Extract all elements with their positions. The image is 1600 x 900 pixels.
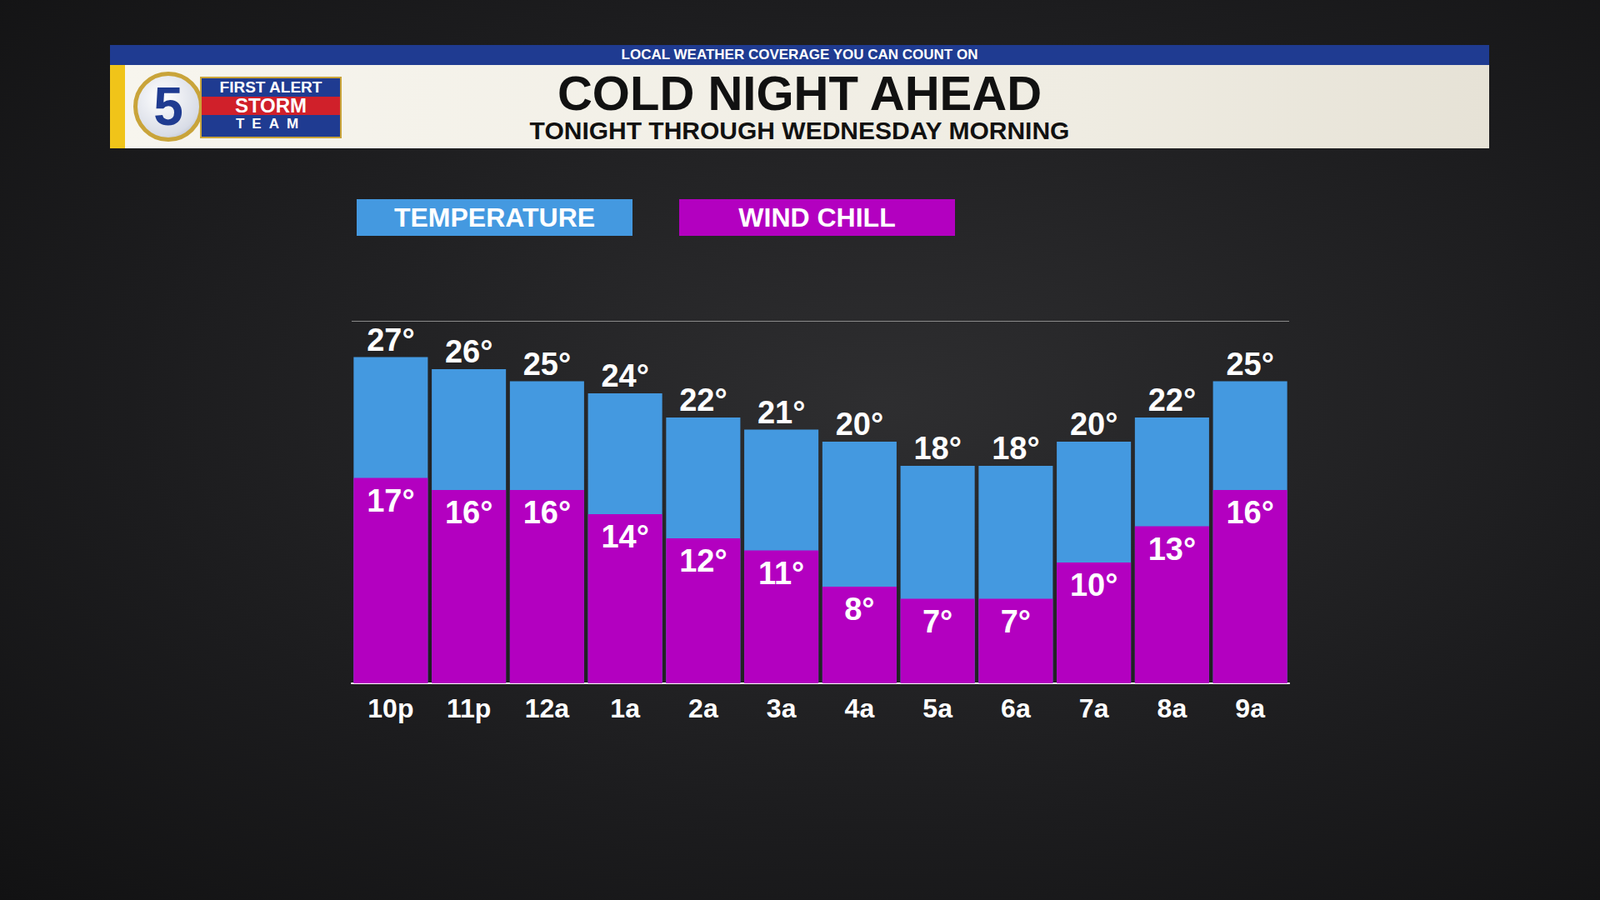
svg-text:6a: 6a — [1000, 693, 1031, 724]
svg-text:18°: 18° — [913, 430, 961, 466]
html-text:COLD NIGHT AHEAD: COLD NIGHT AHEAD — [557, 65, 1042, 120]
svg-text:22°: 22° — [1148, 382, 1196, 418]
html-text:STORM: STORM — [234, 94, 307, 117]
svg-text:20°: 20° — [835, 406, 884, 442]
svg-text:5a: 5a — [922, 693, 953, 724]
svg-text:16°: 16° — [523, 495, 571, 530]
html-text:TEMPERATURE: TEMPERATURE — [394, 202, 596, 233]
html-text:LOCAL WEATHER COVERAGE YOU CAN: LOCAL WEATHER COVERAGE YOU CAN COUNT ON — [621, 46, 978, 63]
svg-text:8°: 8° — [844, 591, 875, 627]
svg-text:26°: 26° — [445, 334, 493, 370]
svg-text:9a: 9a — [1235, 693, 1265, 724]
svg-text:11°: 11° — [758, 555, 805, 591]
svg-text:18°: 18° — [991, 430, 1040, 466]
svg-text:12a: 12a — [525, 693, 570, 724]
svg-text:2a: 2a — [688, 693, 719, 724]
svg-text:25°: 25° — [523, 346, 571, 382]
svg-text:21°: 21° — [757, 395, 805, 430]
html-text:5: 5 — [153, 76, 184, 137]
svg-text:24°: 24° — [600, 358, 649, 394]
svg-text:25°: 25° — [1225, 346, 1274, 382]
svg-text:10°: 10° — [1070, 567, 1118, 603]
html-text:TEAM: TEAM — [235, 115, 306, 132]
html-text:TONIGHT THROUGH WEDNESDAY MORN: TONIGHT THROUGH WEDNESDAY MORNING — [529, 116, 1070, 145]
svg-text:16°: 16° — [1225, 495, 1274, 530]
svg-text:16°: 16° — [445, 495, 493, 530]
svg-text:10p: 10p — [367, 693, 414, 724]
svg-text:27°: 27° — [366, 322, 415, 358]
svg-text:1a: 1a — [610, 693, 640, 724]
html-text:WIND CHILL: WIND CHILL — [738, 202, 896, 233]
svg-text:3a: 3a — [766, 693, 797, 724]
svg-text:8a: 8a — [1157, 693, 1188, 724]
html-text:FIRST ALERT: FIRST ALERT — [219, 78, 322, 96]
svg-text:17°: 17° — [366, 483, 415, 519]
svg-text:11p: 11p — [446, 693, 491, 724]
svg-text:12°: 12° — [679, 543, 727, 579]
svg-text:13°: 13° — [1148, 531, 1196, 567]
svg-text:7a: 7a — [1079, 693, 1110, 724]
svg-text:14°: 14° — [600, 519, 649, 555]
svg-text:7°: 7° — [1000, 604, 1031, 640]
svg-text:22°: 22° — [679, 382, 727, 418]
svg-text:20°: 20° — [1070, 406, 1118, 442]
svg-text:4a: 4a — [845, 693, 875, 724]
svg-text:7°: 7° — [922, 604, 953, 640]
